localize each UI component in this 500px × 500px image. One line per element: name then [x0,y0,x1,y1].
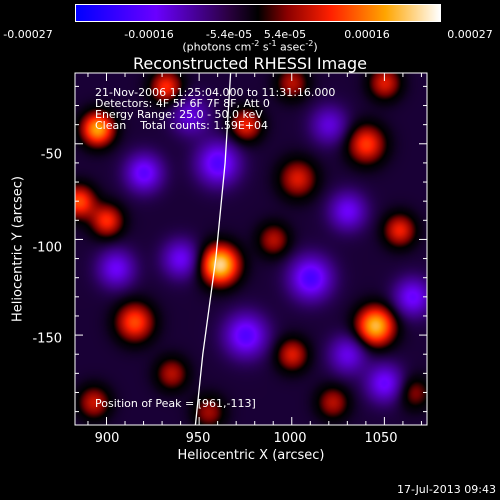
annotation-peak: Position of Peak = [961,-113] [95,397,256,410]
x-tick-label: 950 [185,431,211,446]
x-tick-label: 1000 [273,431,307,446]
timestamp: 17-Jul-2013 09:43 [396,483,496,496]
colorbar-tick: -0.00016 [124,28,174,41]
colorbar-tick: 5.4e-05 [263,28,307,41]
colorbar-tick: -0.00027 [3,28,53,41]
plot-frame [74,72,428,426]
heatmap-image [75,73,427,425]
colorbar-units: (photons cm-2 s-1 asec-2) [182,39,318,54]
solar-limb-line [194,72,232,426]
x-tick-label: 1050 [364,431,398,446]
chart-title: Reconstructed RHESSI Image [133,54,367,73]
colorbar [75,4,441,22]
y-tick-label: -50 [40,147,62,163]
y-tick-label: -100 [32,240,62,256]
y-axis-label: Heliocentric Y (arcsec) [10,176,26,322]
x-axis-label: Heliocentric X (arcsec) [177,448,325,463]
annotation-counts: Clean Total counts: 1.59E+04 [95,119,269,132]
annotation-energy: Energy Range: 25.0 - 50.0 keV [95,108,263,121]
colorbar-tick: -5.4e-05 [205,28,253,41]
annotation-time: 21-Nov-2006 11:25:04.000 to 11:31:16.000 [95,86,336,99]
x-tick-label: 900 [94,431,120,446]
annotation-detectors: Detectors: 4F 5F 6F 7F 8F, Att 0 [95,97,270,110]
colorbar-tick: 0.00027 [447,28,493,41]
y-tick-label: -150 [32,331,62,347]
colorbar-tick: 0.00016 [344,28,390,41]
